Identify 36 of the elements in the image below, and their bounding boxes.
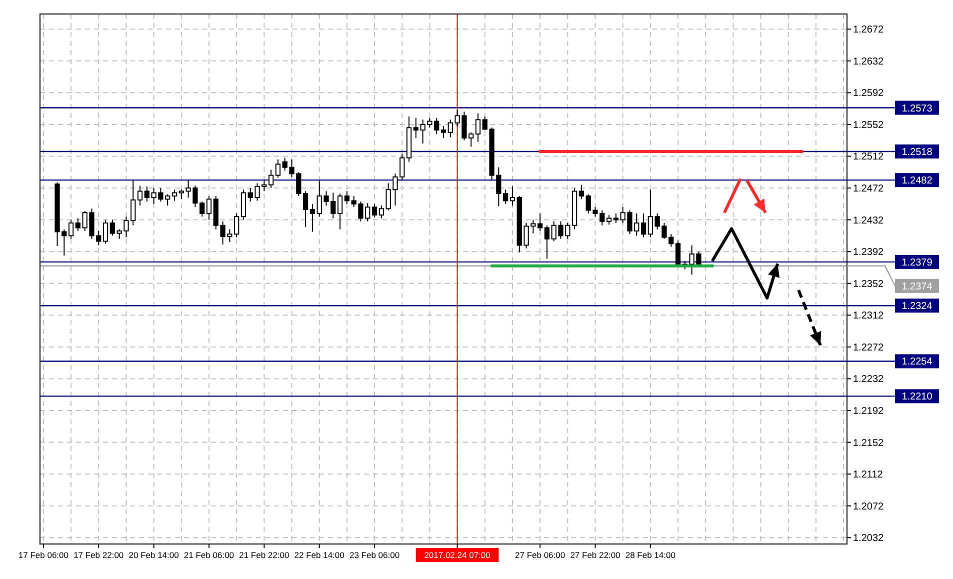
y-tick-label: 1.2472 xyxy=(853,184,884,195)
y-tick-label: 1.2032 xyxy=(853,533,884,544)
y-tick-label: 1.2592 xyxy=(853,88,884,100)
y-tick-label: 1.2112 xyxy=(853,470,884,481)
y-tick-label: 1.2392 xyxy=(853,247,884,258)
y-tick-label: 1.2152 xyxy=(853,438,884,449)
y-tick-label: 1.2232 xyxy=(853,374,884,386)
y-tick-label: 1.2352 xyxy=(853,278,884,290)
ref-line-label: 1.2254 xyxy=(902,356,933,368)
y-tick-label: 1.2192 xyxy=(853,406,884,418)
y-tick-label: 1.2632 xyxy=(853,56,884,68)
x-tick-label: 27 Feb 22:00 xyxy=(570,550,621,560)
ref-line-label: 1.2482 xyxy=(902,176,933,187)
x-tick-label: 21 Feb 06:00 xyxy=(184,550,234,560)
ref-line-label: 1.2374 xyxy=(902,281,933,292)
ref-line-label: 1.2573 xyxy=(902,103,933,114)
ref-line-label: 1.2324 xyxy=(902,301,933,312)
ref-line-label: 1.2210 xyxy=(902,392,933,403)
y-tick-label: 1.2312 xyxy=(853,310,884,322)
x-tick-label: 20 Feb 14:00 xyxy=(128,550,180,560)
ref-line-label: 1.2518 xyxy=(902,146,933,158)
y-tick-label: 1.2512 xyxy=(853,152,884,163)
y-tick-label: 1.2272 xyxy=(853,342,884,354)
y-tick-label: 1.2552 xyxy=(853,120,884,131)
y-tick-label: 1.2672 xyxy=(853,24,884,36)
x-tick-label: 21 Feb 22:00 xyxy=(239,550,290,560)
y-tick-label: 1.2072 xyxy=(853,501,884,512)
x-tick-label: 17 Feb 22:00 xyxy=(74,550,124,560)
x-tick-label: 23 Feb 06:00 xyxy=(349,550,400,560)
x-tick-label: 2017.02.24 07:00 xyxy=(424,550,491,560)
x-tick-label: 27 Feb 06:00 xyxy=(515,550,566,560)
ref-line-label: 1.2379 xyxy=(902,257,933,268)
y-tick-label: 1.2432 xyxy=(853,215,884,226)
x-tick-label: 28 Feb 14:00 xyxy=(625,550,676,560)
x-tick-label: 17 Feb 06:00 xyxy=(18,550,69,560)
x-tick-label: 22 Feb 14:00 xyxy=(294,550,345,560)
